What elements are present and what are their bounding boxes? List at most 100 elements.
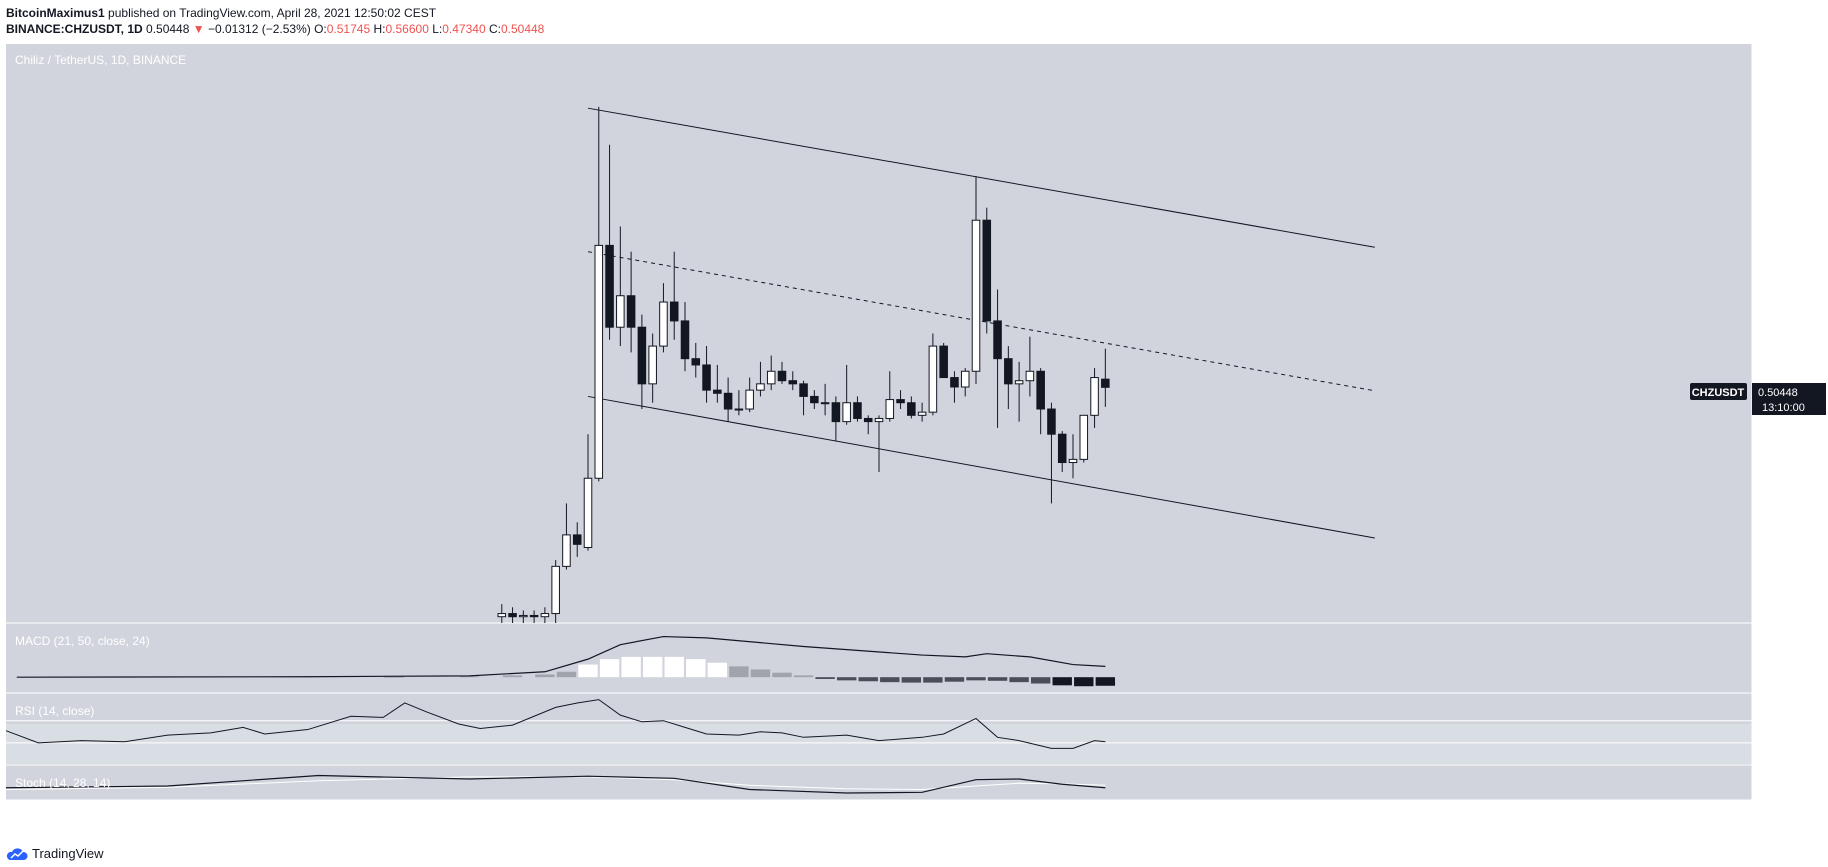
macd-histogram-bar: [750, 669, 771, 678]
macd-histogram-bar: [599, 659, 620, 678]
price-tick-label: 0.15000: [1763, 605, 1803, 617]
candle-down: [950, 377, 959, 388]
countdown-text: 13:10:00: [1762, 402, 1805, 414]
publish-line: BitcoinMaximus1 published on TradingView…: [6, 6, 436, 20]
candle-down: [529, 614, 539, 618]
macd-histogram-bar: [729, 666, 749, 678]
rsi-band: [6, 724, 1752, 765]
candle-down: [853, 402, 862, 419]
candle-down: [508, 613, 517, 618]
candle-down: [896, 399, 905, 404]
price-tick-label: 0.55000: [1763, 354, 1803, 366]
symbol-label: BINANCE:CHZUSDT, 1D: [6, 22, 143, 36]
candle-up: [1079, 414, 1089, 460]
candle-down: [777, 370, 787, 382]
symbol-tag-text: CHZUSDT: [1692, 387, 1745, 399]
macd-histogram-bar: [901, 677, 922, 683]
candle-down: [788, 380, 798, 385]
macd-histogram-bar: [880, 677, 900, 683]
author-name[interactable]: BitcoinMaximus1: [6, 6, 105, 20]
low-value: 0.47340: [442, 22, 486, 36]
published-text: published on TradingView.com, April 28, …: [108, 6, 437, 20]
candle-down: [572, 534, 582, 545]
price-tick-label: 0.85000: [1763, 165, 1803, 177]
change-value: −0.01312 (−2.53%): [207, 22, 311, 36]
candle-up: [917, 411, 927, 416]
price-tick-label: 0.90000: [1763, 133, 1803, 145]
candle-down: [863, 417, 873, 423]
macd-histogram-bar: [642, 656, 663, 678]
candle-up: [583, 477, 593, 548]
time-tick-label: 10: [1218, 811, 1230, 823]
macd-line: [16, 635, 1106, 678]
price-tick-label: 0.30000: [1763, 511, 1803, 523]
open-label: O:: [314, 22, 327, 36]
stoch-pane[interactable]: [5, 774, 1106, 794]
currency-label: USDT: [1758, 55, 1788, 67]
trendline-upper-channel: [587, 107, 1375, 248]
price-tag: [1752, 383, 1826, 400]
macd-tick-label: 0.10000: [1763, 627, 1803, 639]
candle-down: [1057, 433, 1067, 464]
candle-up: [659, 301, 668, 347]
open-value: 0.51745: [326, 22, 371, 36]
macd-title: MACD (21, 50, close, 24): [15, 634, 150, 648]
candles[interactable]: [497, 106, 1110, 623]
macd-histogram-bar: [836, 677, 857, 681]
candle-down: [626, 295, 636, 328]
macd-histogram-bar: [535, 674, 555, 678]
candle-down: [713, 389, 722, 394]
ohlc-line: BINANCE:CHZUSDT, 1D 0.50448 ▼ −0.01312 (…: [6, 22, 544, 36]
macd-histogram-bar: [686, 659, 706, 678]
candle-up: [756, 383, 765, 391]
candle-down: [982, 219, 992, 322]
macd-histogram-bar: [923, 677, 943, 683]
candle-down: [680, 320, 690, 360]
stoch-d-line: [5, 776, 1106, 791]
candle-up: [1014, 380, 1024, 385]
rsi-pane[interactable]: 80.00 40.00: [5, 699, 1791, 761]
candle-down: [669, 301, 679, 322]
candle-up: [616, 295, 625, 328]
macd-histogram-bar: [1009, 677, 1029, 683]
candle-down: [702, 364, 711, 391]
low-label: L:: [432, 22, 443, 36]
macd-tick-label: 0.00000: [1763, 672, 1803, 684]
candle-down: [939, 345, 948, 379]
macd-histogram-bar: [707, 662, 728, 678]
candle-down: [993, 320, 1002, 360]
price-axis[interactable]: 1.00000 0.95000 0.90000 0.85000 0.80000 0.750…: [1752, 70, 1803, 617]
candle-down: [637, 326, 647, 385]
macd-pane[interactable]: 0.10000 0.00000: [16, 627, 1803, 687]
close-label: C:: [488, 22, 501, 36]
candle-down: [723, 392, 733, 410]
candle-up: [562, 534, 571, 567]
candle-up: [745, 389, 754, 410]
chart-header: BitcoinMaximus1 published on TradingView…: [0, 0, 1828, 42]
candle-up: [594, 244, 604, 479]
price-tick-label: 0.25000: [1763, 542, 1803, 554]
footer: TradingView: [0, 838, 1828, 867]
trendline-mid-channel: [587, 251, 1375, 392]
rsi-line: [5, 699, 1106, 749]
time-tick-label: 20: [1002, 811, 1014, 823]
macd-histogram-bar: [966, 677, 986, 681]
chart-area[interactable]: 0.10000 0.00000 80.00 40.00 1.00000 0.95000…: [0, 0, 1828, 838]
candle-up: [551, 565, 560, 615]
price-tick-label: 0.65000: [1763, 291, 1803, 303]
time-tick-label: 14: [1595, 811, 1607, 823]
tradingview-logo[interactable]: TradingView: [6, 846, 104, 861]
cloud-icon: [6, 847, 28, 860]
price-tick-label: 0.75000: [1763, 228, 1803, 240]
time-tick-label: 15: [312, 811, 324, 823]
brand-name: TradingView: [32, 846, 104, 861]
price-tick-label: 0.70000: [1763, 259, 1803, 271]
candle-up: [1025, 370, 1035, 382]
candle-down: [810, 395, 819, 404]
macd-histogram-bar: [1074, 677, 1094, 687]
high-label: H:: [373, 22, 386, 36]
macd-histogram-bar: [772, 672, 792, 678]
candle-up: [497, 613, 507, 618]
time-axis[interactable]: 9 Feb 15 Mar 15 23 Apr 12 20 May 10 24 Jun 14 22: [14, 811, 1694, 823]
candle-up: [960, 370, 970, 388]
